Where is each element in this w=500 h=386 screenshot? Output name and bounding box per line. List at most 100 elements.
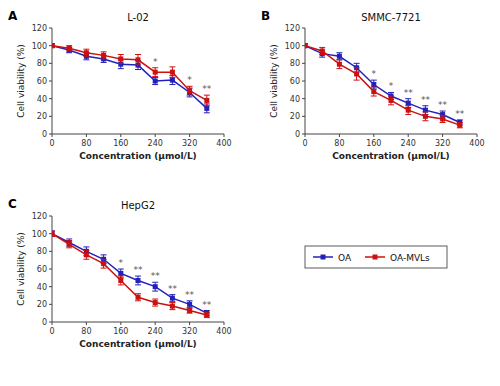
error-bar-cap (152, 84, 158, 85)
error-bar-cap (336, 68, 342, 69)
error-bar-cap (83, 250, 89, 251)
x-tick (442, 134, 443, 137)
marker (371, 89, 376, 94)
y-tick (49, 134, 52, 135)
error-bar-cap (66, 247, 72, 248)
panel: 080160240320400020406080100120Concentrat… (8, 9, 232, 161)
marker (136, 295, 141, 300)
marker (305, 43, 308, 48)
error-bar-cap (118, 63, 124, 64)
x-tick-label: 0 (49, 327, 54, 336)
x-tick (155, 134, 156, 137)
error-bar-cap (371, 96, 377, 97)
marker (153, 284, 158, 289)
error-bar (187, 308, 193, 313)
error-bar-cap (152, 67, 158, 68)
marker (337, 62, 342, 67)
error-bar-cap (135, 300, 141, 301)
error-bar (204, 95, 210, 106)
error-bar-cap (152, 299, 158, 300)
error-bar (169, 295, 175, 302)
marker (136, 57, 141, 62)
marker (118, 278, 123, 283)
error-bar-cap (152, 76, 158, 77)
y-tick-label: 60 (290, 77, 300, 86)
x-tick (86, 322, 87, 325)
error-bar-cap (118, 284, 124, 285)
series-line (52, 46, 207, 109)
marker (406, 108, 411, 113)
marker (52, 43, 55, 48)
x-axis-line (52, 322, 224, 323)
x-tick-label: 320 (435, 139, 450, 148)
error-bar-cap (422, 111, 428, 112)
plot-area (52, 43, 210, 113)
significance-annotation: ** (438, 100, 448, 110)
error-bar-cap (440, 122, 446, 123)
y-tick-label: 80 (37, 59, 47, 68)
chart-title: SMMC-7721 (361, 12, 421, 23)
series (52, 43, 210, 113)
error-bar-cap (388, 96, 394, 97)
error-bar-cap (135, 284, 141, 285)
error-bar-cap (405, 98, 411, 99)
plot-area (305, 43, 463, 128)
error-bar-cap (83, 49, 89, 50)
error-bar-cap (388, 104, 394, 105)
marker (118, 56, 123, 61)
error-bar (101, 259, 107, 268)
marker (457, 123, 462, 128)
significance-annotation: ** (404, 88, 414, 98)
y-tick (49, 116, 52, 117)
error-bar (52, 231, 55, 236)
error-bar (118, 55, 124, 64)
marker (187, 88, 192, 93)
y-tick (302, 45, 305, 46)
y-tick (302, 116, 305, 117)
error-bar-cap (83, 56, 89, 57)
x-tick-label: 0 (49, 139, 54, 148)
y-axis-label: Cell viability (%) (16, 44, 26, 118)
significance-annotation: * (119, 258, 124, 268)
y-tick-label: 40 (37, 95, 47, 104)
y-tick-label: 80 (37, 247, 47, 256)
error-bar-cap (336, 59, 342, 60)
error-bar (66, 46, 72, 51)
panel-label: C (8, 197, 17, 211)
error-bar-cap (152, 291, 158, 292)
x-tick (224, 322, 225, 325)
error-bar-cap (66, 238, 72, 239)
error-bar-cap (371, 87, 377, 88)
marker (101, 53, 106, 58)
x-tick-label: 160 (366, 139, 381, 148)
series-line (52, 234, 207, 313)
marker (153, 70, 158, 75)
y-tick (49, 233, 52, 234)
panel: 080160240320400020406080100120Concentrat… (8, 197, 232, 349)
marker (204, 98, 209, 103)
y-tick-label: 20 (37, 112, 47, 121)
marker (187, 302, 192, 307)
marker (423, 114, 428, 119)
marker (52, 231, 55, 236)
x-tick (189, 134, 190, 137)
error-bar-cap (101, 259, 107, 260)
series (305, 43, 463, 125)
error-bar-cap (405, 105, 411, 106)
marker (170, 296, 175, 301)
chart-title: HepG2 (121, 200, 155, 211)
error-bar (204, 104, 210, 113)
panel: 080160240320400020406080100120Concentrat… (261, 9, 485, 161)
x-tick-label: 400 (469, 139, 484, 148)
error-bar-cap (169, 309, 175, 310)
error-bar-cap (83, 59, 89, 60)
error-bar-cap (388, 92, 394, 93)
error-bar (135, 294, 141, 301)
error-bar-cap (354, 63, 360, 64)
marker (170, 70, 175, 75)
y-tick-label: 0 (42, 318, 47, 327)
error-bar-cap (169, 302, 175, 303)
y-tick-label: 40 (37, 283, 47, 292)
error-bar (169, 76, 175, 85)
error-bar (66, 239, 72, 246)
